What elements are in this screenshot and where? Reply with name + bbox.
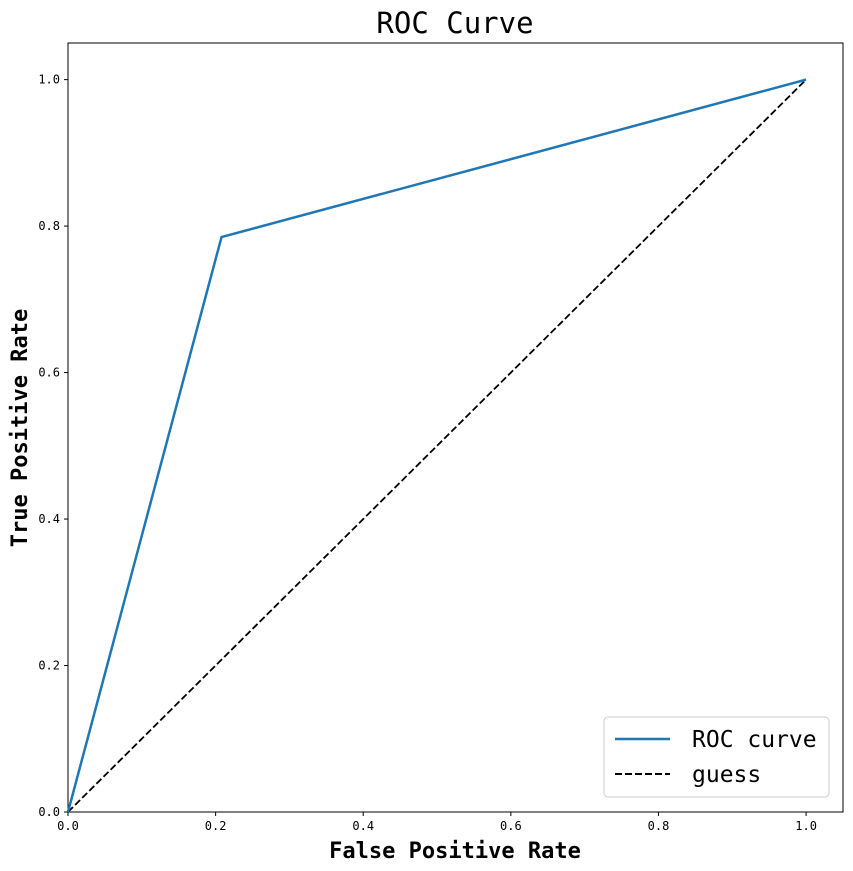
plot-area <box>67 42 844 813</box>
x-tick-label: 0.2 <box>205 819 227 833</box>
legend-label-guess: guess <box>692 762 761 788</box>
legend: ROC curve guess <box>603 716 830 798</box>
series-layer <box>66 78 807 813</box>
y-tick-label: 0.4 <box>38 512 60 526</box>
x-axis-ticks: 0.0 0.2 0.4 0.6 0.8 1.0 <box>57 812 817 833</box>
y-tick-label: 0.0 <box>38 805 60 819</box>
chart-title: ROC Curve <box>376 6 533 40</box>
legend-box <box>603 716 830 798</box>
y-tick-label: 1.0 <box>38 73 60 87</box>
x-axis-label: False Positive Rate <box>329 839 581 864</box>
y-tick-label: 0.6 <box>38 366 60 380</box>
roc-curve-line <box>66 78 807 813</box>
legend-label-roc-curve: ROC curve <box>692 727 817 753</box>
y-tick-label: 0.2 <box>38 659 60 673</box>
x-tick-label: 1.0 <box>795 819 817 833</box>
x-tick-label: 0.6 <box>500 819 522 833</box>
x-tick-label: 0.4 <box>352 819 374 833</box>
y-tick-label: 0.8 <box>38 219 60 233</box>
x-tick-label: 0.8 <box>648 819 670 833</box>
y-axis-ticks: 0.0 0.2 0.4 0.6 0.8 1.0 <box>38 73 68 819</box>
guess-line <box>67 78 807 813</box>
x-tick-label: 0.0 <box>57 819 79 833</box>
y-axis-label: True Positive Rate <box>8 309 33 547</box>
